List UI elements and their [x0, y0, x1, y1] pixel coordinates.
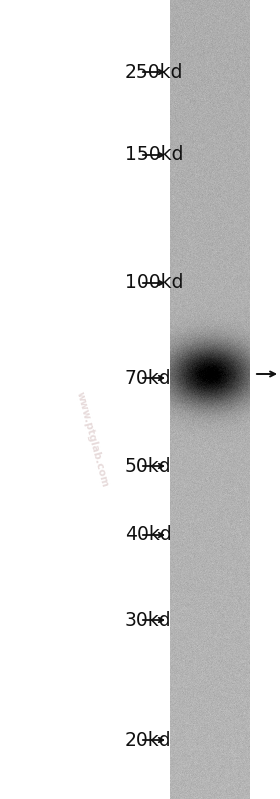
- Text: 20kd: 20kd: [125, 730, 172, 749]
- Text: 250kd: 250kd: [125, 62, 183, 81]
- Text: 40kd: 40kd: [125, 526, 172, 544]
- Text: 70kd: 70kd: [125, 368, 172, 388]
- Text: 100kd: 100kd: [125, 273, 183, 292]
- Text: 150kd: 150kd: [125, 145, 183, 165]
- Text: 30kd: 30kd: [125, 610, 172, 630]
- Text: www.ptglab.com: www.ptglab.com: [75, 391, 110, 488]
- Text: 50kd: 50kd: [125, 456, 172, 475]
